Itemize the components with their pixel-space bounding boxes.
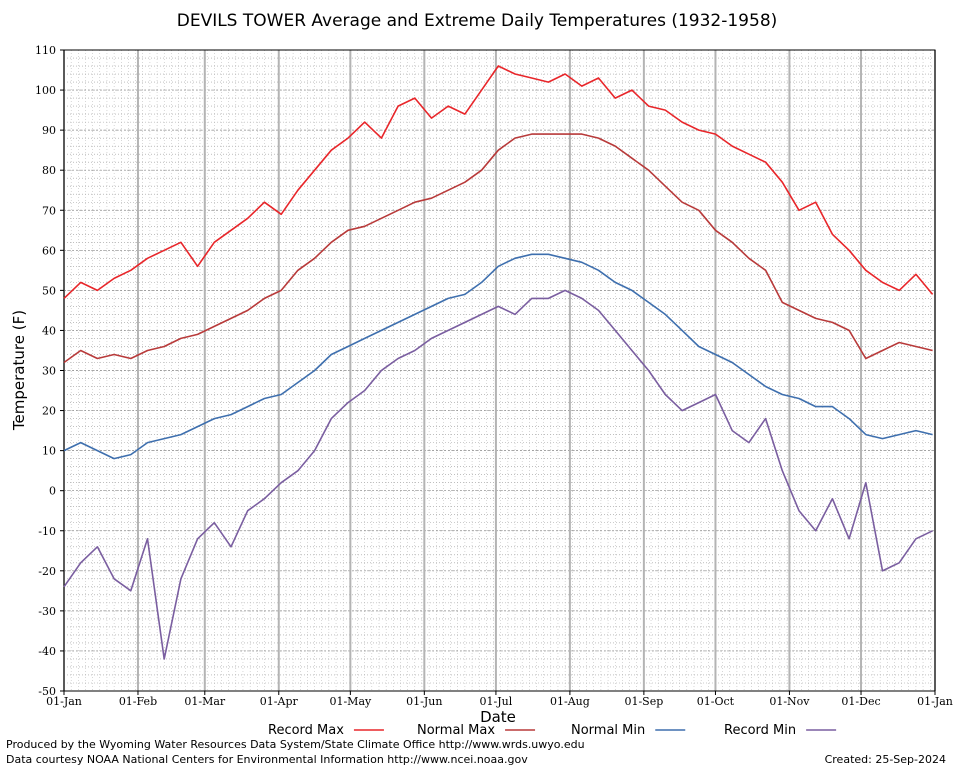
y-tick-label: 110 bbox=[35, 44, 56, 57]
y-tick-label: 20 bbox=[42, 405, 56, 418]
x-tick-label: 01-Jul bbox=[480, 695, 513, 708]
y-tick-label: -30 bbox=[38, 605, 56, 618]
y-tick-label: 30 bbox=[42, 365, 56, 378]
footer-created: Created: 25-Sep-2024 bbox=[824, 753, 946, 766]
y-tick-label: -40 bbox=[38, 645, 56, 658]
x-axis-label: Date bbox=[480, 708, 516, 726]
x-tick-label: 01-Nov bbox=[769, 695, 810, 708]
x-axis-ticks: 01-Jan 01-Feb 01-Mar 01-Apr 01-May 01-Jun 01-J… bbox=[46, 691, 953, 708]
y-tick-label: -20 bbox=[38, 565, 56, 578]
footer-data-courtesy: Data courtesy NOAA National Centers for … bbox=[6, 753, 528, 766]
x-tick-label: 01-Jan bbox=[46, 695, 82, 708]
y-tick-label: 90 bbox=[42, 124, 56, 137]
x-tick-label: 01-Apr bbox=[260, 695, 299, 708]
y-tick-label: 100 bbox=[35, 84, 56, 97]
y-tick-label: 10 bbox=[42, 445, 56, 458]
legend-label-record-max: Record Max bbox=[268, 723, 344, 738]
series-lines bbox=[63, 65, 934, 660]
y-tick-label: 50 bbox=[42, 284, 56, 297]
x-tick-label: 01-Oct bbox=[697, 695, 735, 708]
y-tick-label: 70 bbox=[42, 204, 56, 217]
x-tick-label: 01-Sep bbox=[624, 695, 663, 708]
x-tick-label: 01-Mar bbox=[184, 695, 226, 708]
x-tick-label: 01-Jun bbox=[406, 695, 442, 708]
y-axis-label: Temperature (F) bbox=[10, 310, 28, 431]
y-tick-label: -50 bbox=[38, 685, 56, 698]
minor-grid bbox=[63, 49, 935, 692]
y-tick-label: 60 bbox=[42, 244, 56, 257]
y-axis-ticks: -50 -40 -30 -20 -10 0 10 20 30 40 50 60 70 80 90 100 110 bbox=[35, 44, 64, 698]
chart-title: DEVILS TOWER Average and Extreme Daily T… bbox=[177, 11, 778, 31]
series-line-record-min bbox=[63, 289, 933, 660]
y-tick-label: 40 bbox=[42, 324, 56, 337]
y-tick-label: 0 bbox=[49, 485, 56, 498]
legend-label-record-min: Record Min bbox=[724, 723, 796, 738]
series-line-record-max bbox=[63, 65, 934, 299]
legend-label-normal-min: Normal Min bbox=[571, 723, 645, 738]
x-tick-label: 01-May bbox=[329, 695, 372, 708]
series-line-normal-min bbox=[63, 253, 933, 460]
x-tick-label: 01-Jan bbox=[917, 695, 953, 708]
y-tick-label: 80 bbox=[42, 164, 56, 177]
footer-produced-by: Produced by the Wyoming Water Resources … bbox=[6, 738, 585, 751]
legend-label-normal-max: Normal Max bbox=[417, 723, 495, 738]
series-line-normal-max bbox=[63, 133, 933, 364]
x-tick-label: 01-Dec bbox=[841, 695, 880, 708]
y-tick-label: -10 bbox=[38, 525, 56, 538]
legend: Record Max Normal Max Normal Min Record Min bbox=[268, 723, 837, 738]
x-tick-label: 01-Aug bbox=[550, 695, 590, 708]
x-tick-label: 01-Feb bbox=[119, 695, 157, 708]
